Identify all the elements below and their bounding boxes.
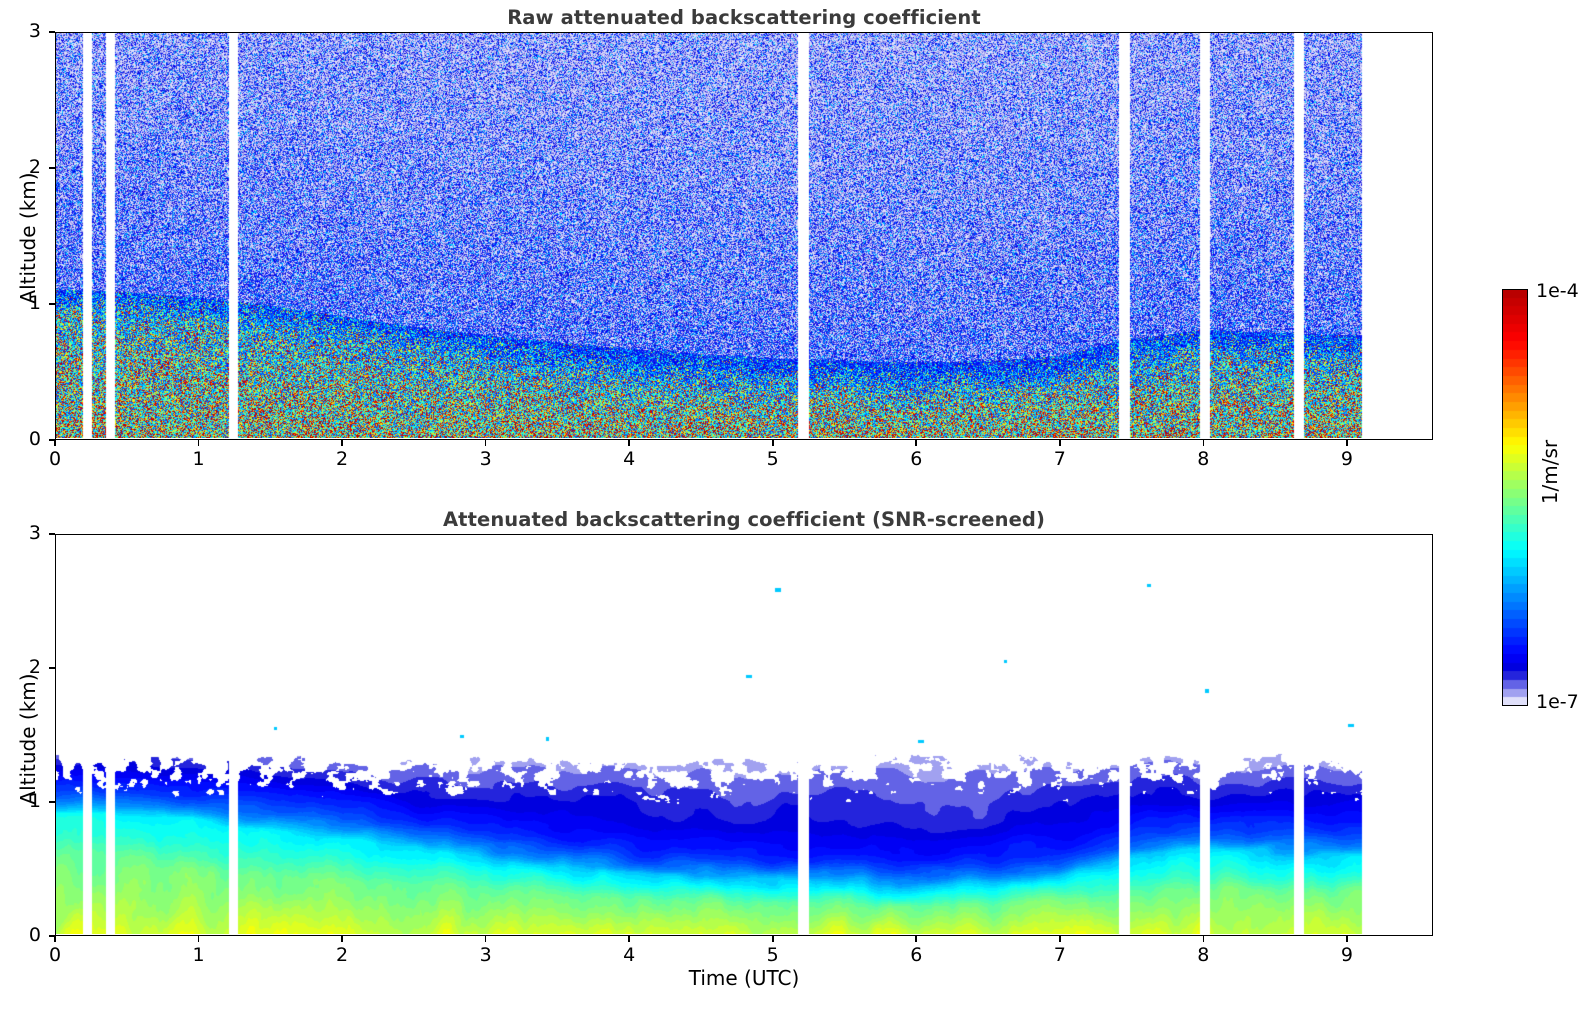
x-ticklabel-1-0: 0: [48, 944, 62, 966]
colorbar: [1502, 289, 1528, 706]
y-ticklabel-1-0: 0: [28, 924, 41, 946]
y-tick-0-0: [49, 439, 55, 441]
x-ticklabel-1-1: 1: [192, 944, 205, 966]
x-ticklabel-0-7: 7: [1053, 448, 1066, 470]
x-tick-0-0: [54, 440, 56, 446]
x-tick-0-3: [484, 440, 487, 446]
x-tick-0-9: [1346, 440, 1348, 446]
x-ticklabel-1-8: 8: [1197, 944, 1210, 966]
x-tick-1-4: [628, 936, 630, 942]
colorbar-gradient: [1502, 289, 1528, 706]
panel-title-screened: Attenuated backscattering coefficient (S…: [442, 508, 1046, 531]
x-tick-1-2: [341, 936, 343, 942]
y-ticklabel-0-3: 3: [28, 20, 41, 42]
y-tick-1-3: [49, 533, 55, 535]
colorbar-min-label: 1e-7: [1536, 691, 1579, 713]
y-tick-1-0: [49, 935, 55, 937]
y-ticklabel-1-3: 3: [28, 522, 41, 544]
y-ticklabel-0-1: 1: [28, 292, 41, 314]
x-ticklabel-1-5: 5: [766, 944, 779, 966]
x-ticklabel-0-8: 8: [1197, 448, 1210, 470]
x-ticklabel-0-3: 3: [479, 448, 492, 470]
x-tick-1-8: [1202, 936, 1205, 942]
y-tick-0-2: [49, 167, 55, 169]
x-ticklabel-0-4: 4: [623, 448, 636, 470]
heatmap-screened: [56, 535, 1431, 934]
x-tick-1-3: [484, 936, 487, 942]
x-tick-0-2: [341, 440, 343, 446]
colorbar-max-label: 1e-4: [1536, 280, 1579, 302]
panel-title-raw: Raw attenuated backscattering coefficien…: [507, 6, 981, 29]
x-ticklabel-0-6: 6: [910, 448, 923, 470]
plot-axes-screened: [55, 534, 1433, 936]
colorbar-unit-label: 1/m/sr: [1538, 439, 1562, 505]
y-tick-1-2: [49, 667, 55, 669]
x-tick-0-1: [197, 440, 200, 446]
x-tick-1-9: [1346, 936, 1348, 942]
y-tick-0-3: [49, 31, 55, 33]
y-ticklabel-0-2: 2: [28, 156, 41, 178]
y-ticklabel-0-0: 0: [28, 428, 41, 450]
y-tick-1-1: [49, 801, 55, 803]
y-ticklabel-1-2: 2: [28, 656, 41, 678]
x-ticklabel-0-0: 0: [48, 448, 62, 470]
x-tick-0-5: [771, 440, 774, 446]
x-tick-0-4: [628, 440, 630, 446]
x-tick-0-7: [1058, 440, 1061, 446]
plot-axes-raw: [55, 32, 1433, 440]
x-tick-1-5: [771, 936, 774, 942]
x-tick-1-0: [54, 936, 56, 942]
x-tick-1-6: [915, 936, 918, 942]
x-ticklabel-0-1: 1: [192, 448, 205, 470]
x-axis-label: Time (UTC): [688, 966, 800, 990]
y-tick-0-1: [49, 303, 55, 305]
x-ticklabel-1-6: 6: [910, 944, 923, 966]
x-ticklabel-0-2: 2: [336, 448, 349, 470]
x-ticklabel-1-2: 2: [336, 944, 349, 966]
x-tick-1-1: [197, 936, 200, 942]
heatmap-raw: [56, 33, 1431, 438]
x-tick-0-6: [915, 440, 918, 446]
x-tick-1-7: [1058, 936, 1061, 942]
x-ticklabel-0-9: 9: [1340, 448, 1353, 470]
x-ticklabel-1-7: 7: [1053, 944, 1066, 966]
x-ticklabel-1-4: 4: [623, 944, 636, 966]
x-ticklabel-1-3: 3: [479, 944, 492, 966]
y-ticklabel-1-1: 1: [28, 790, 41, 812]
x-ticklabel-1-9: 9: [1340, 944, 1353, 966]
x-ticklabel-0-5: 5: [766, 448, 779, 470]
x-tick-0-8: [1202, 440, 1205, 446]
